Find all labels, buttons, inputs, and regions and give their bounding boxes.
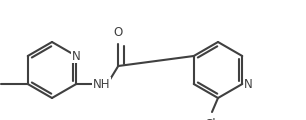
Text: N: N: [244, 78, 253, 90]
Text: Cl: Cl: [204, 118, 216, 120]
Text: N: N: [72, 49, 80, 63]
Text: O: O: [114, 26, 123, 39]
Text: NH: NH: [92, 78, 110, 90]
